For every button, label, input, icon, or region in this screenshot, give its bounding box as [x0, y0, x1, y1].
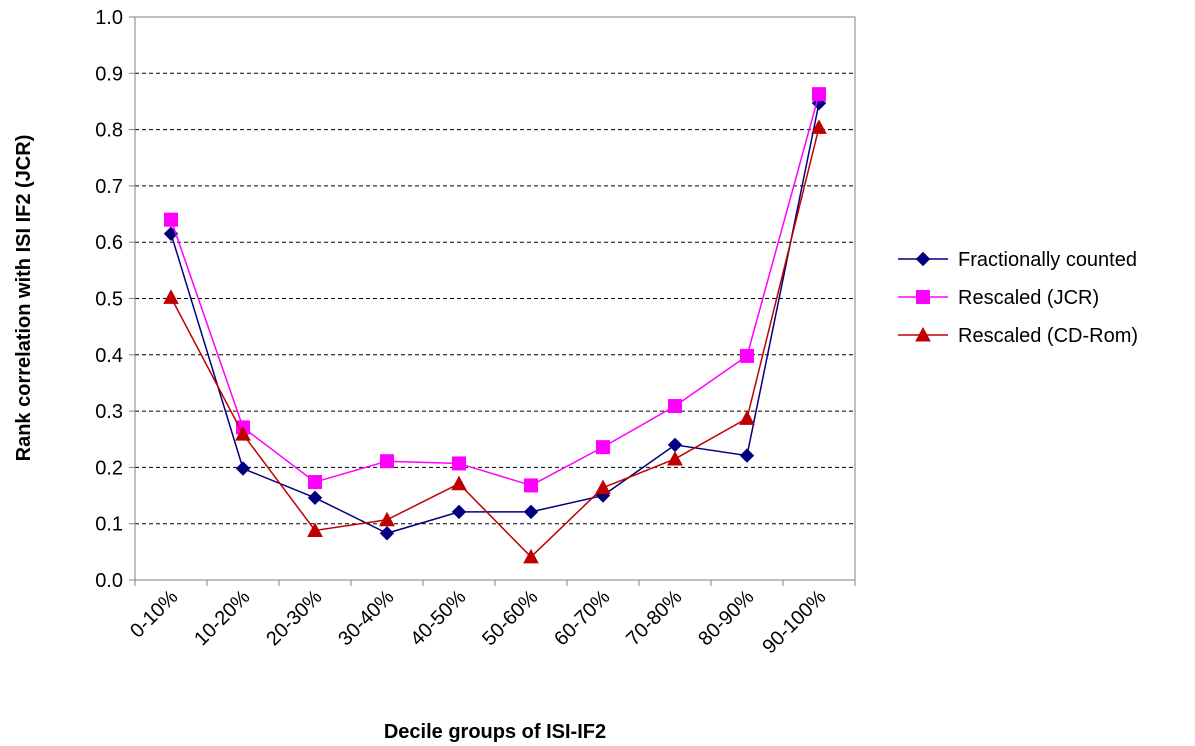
- x-tick-label: 0-10%: [126, 586, 183, 643]
- data-point: [163, 289, 179, 304]
- x-tick-label: 70-80%: [622, 586, 686, 650]
- data-point: [667, 437, 683, 453]
- series-layer: [163, 87, 827, 564]
- y-tick-label: 0.9: [95, 63, 123, 85]
- data-point: [524, 478, 538, 493]
- legend-label: Rescaled (CD-Rom): [958, 325, 1138, 347]
- legend-label: Fractionally counted: [958, 249, 1137, 271]
- x-tick-label: 20-30%: [262, 586, 326, 650]
- y-tick-label: 0.8: [95, 120, 123, 142]
- series-1: [164, 87, 826, 493]
- series-2: [163, 119, 827, 564]
- legend-marker: [916, 290, 930, 304]
- y-tick-label: 0.0: [95, 570, 123, 592]
- series-line: [170, 127, 820, 558]
- data-point: [307, 522, 323, 537]
- data-point: [379, 511, 395, 527]
- data-point: [523, 548, 539, 564]
- series-0: [163, 95, 827, 541]
- data-point: [668, 399, 682, 414]
- gridlines: [135, 72, 855, 525]
- data-point: [308, 475, 322, 490]
- legend-item: Fractionally counted: [898, 249, 1137, 271]
- data-point: [811, 119, 827, 134]
- data-point: [595, 479, 611, 495]
- y-tick-label: 0.3: [95, 401, 123, 423]
- x-tick-label: 90-100%: [758, 586, 830, 658]
- data-point: [452, 456, 466, 471]
- legend-marker: [915, 326, 931, 342]
- x-tick-label: 80-90%: [694, 586, 758, 650]
- data-point: [596, 440, 610, 455]
- y-axis: 0.0 0.1 0.2 0.3 0.4 0.5 0.6 0.7 0.8 0.9 1.0: [95, 7, 135, 592]
- data-point: [523, 504, 539, 520]
- legend-marker: [915, 251, 931, 267]
- x-tick-label: 30-40%: [334, 586, 398, 650]
- y-tick-label: 1.0: [95, 7, 123, 29]
- x-tick-label: 40-50%: [406, 586, 470, 650]
- series-line: [170, 93, 820, 487]
- x-tick-label: 10-20%: [190, 586, 254, 650]
- y-axis-title: Rank correlation with ISI IF2 (JCR): [13, 135, 35, 462]
- data-point: [235, 426, 251, 441]
- y-tick-label: 0.7: [95, 176, 123, 198]
- data-point: [739, 410, 755, 425]
- data-point: [667, 450, 683, 466]
- y-tick-label: 0.2: [95, 457, 123, 479]
- data-point: [307, 490, 323, 506]
- data-point: [164, 212, 178, 227]
- data-point: [740, 348, 754, 363]
- data-point: [812, 87, 826, 102]
- x-axis-title: Decile groups of ISI-IF2: [384, 721, 606, 743]
- legend: Fractionally counted Rescaled (JCR) Rescal…: [898, 249, 1138, 347]
- y-tick-label: 0.1: [95, 514, 123, 536]
- x-axis: 0-10% 10-20% 20-30% 30-40% 40-50% 50-60% 60-70…: [126, 580, 856, 658]
- data-point: [380, 454, 394, 469]
- legend-label: Rescaled (JCR): [958, 287, 1099, 309]
- data-point: [451, 504, 467, 520]
- data-point: [379, 526, 395, 541]
- legend-item: Rescaled (JCR): [898, 287, 1099, 309]
- y-tick-label: 0.6: [95, 232, 123, 254]
- legend-item: Rescaled (CD-Rom): [898, 325, 1138, 347]
- y-tick-label: 0.4: [95, 345, 123, 367]
- data-point: [235, 461, 251, 476]
- data-point: [451, 475, 467, 491]
- x-tick-label: 60-70%: [550, 586, 614, 650]
- data-point: [739, 448, 755, 463]
- y-tick-label: 0.5: [95, 289, 123, 311]
- x-tick-label: 50-60%: [478, 586, 542, 650]
